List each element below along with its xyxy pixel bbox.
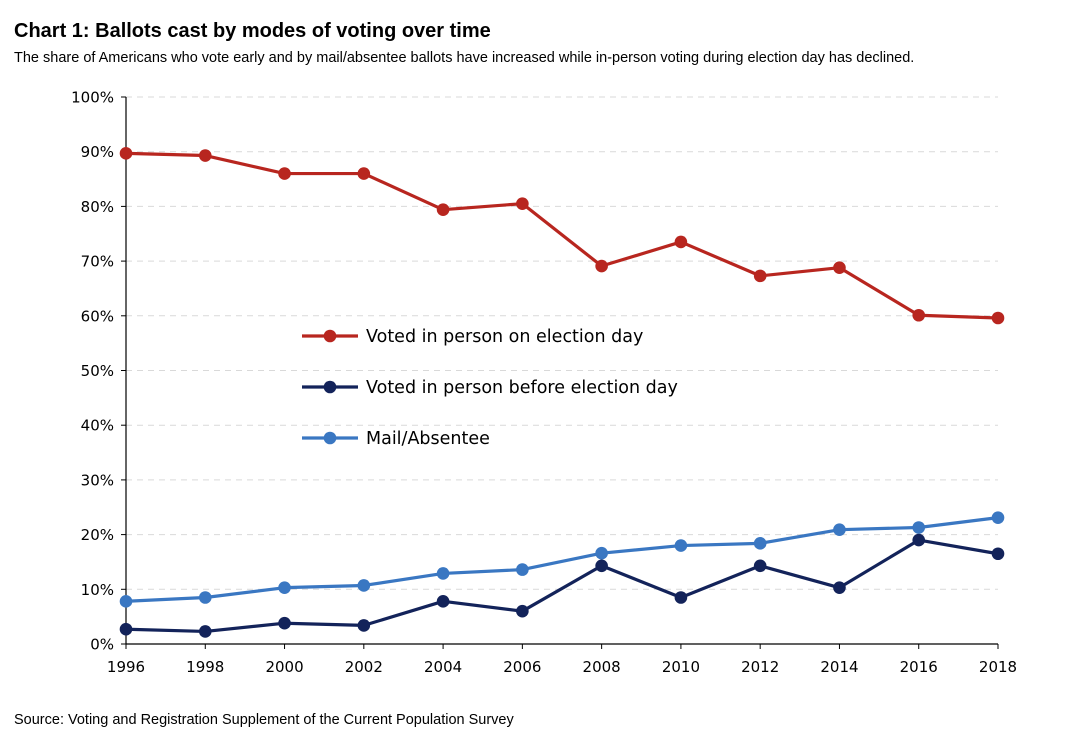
- y-tick-label: 90%: [81, 143, 114, 161]
- series-1: [119, 147, 1005, 325]
- legend-item: Voted in person on election day: [302, 327, 643, 347]
- data-point: [516, 604, 529, 618]
- x-tick-label: 2006: [503, 658, 541, 676]
- data-point: [991, 511, 1005, 524]
- y-tick-label: 100%: [71, 89, 114, 107]
- y-tick-label: 20%: [81, 526, 114, 544]
- data-point: [833, 523, 846, 536]
- series-group: [119, 147, 1005, 638]
- series-3: [119, 511, 1005, 608]
- data-point: [833, 261, 846, 274]
- data-point: [516, 563, 529, 576]
- series-line: [124, 538, 1000, 634]
- data-point: [278, 581, 291, 594]
- data-point: [912, 308, 926, 322]
- data-point: [753, 559, 767, 573]
- series-line: [124, 516, 1000, 603]
- data-point: [198, 149, 212, 162]
- data-point: [436, 203, 450, 216]
- legend-marker: [323, 329, 337, 343]
- data-point: [357, 619, 371, 632]
- axes: 0% 10% 20% 30% 40% 50% 60% 70% 80% 90% 100% 1996 199…: [71, 89, 1017, 677]
- data-point: [357, 167, 371, 180]
- data-point: [357, 579, 371, 592]
- data-point: [912, 521, 926, 534]
- data-point: [991, 311, 1005, 325]
- legend-label: Mail/Absentee: [366, 429, 490, 449]
- legend-item: Voted in person before election day: [302, 378, 678, 398]
- data-point: [198, 625, 212, 638]
- y-tick-label: 40%: [81, 417, 114, 435]
- data-point: [595, 559, 608, 573]
- x-tick-label: 2018: [979, 658, 1017, 676]
- y-tick-label: 60%: [81, 307, 114, 325]
- x-tick-label: 2016: [900, 658, 938, 676]
- data-point: [674, 591, 688, 604]
- data-point: [278, 167, 291, 180]
- legend-item: Mail/Absentee: [302, 429, 490, 449]
- data-point: [753, 269, 767, 283]
- data-point: [595, 259, 608, 273]
- data-point: [198, 591, 212, 604]
- legend: Voted in person on election day Voted in …: [302, 327, 678, 449]
- y-tick-label: 50%: [81, 362, 114, 380]
- data-point: [436, 567, 450, 580]
- series-line: [124, 151, 1000, 320]
- data-point: [674, 235, 688, 249]
- legend-label: Voted in person before election day: [366, 378, 678, 398]
- data-point: [833, 581, 846, 594]
- y-tick-label: 70%: [81, 253, 114, 271]
- data-point: [436, 595, 450, 608]
- chart-subtitle: The share of Americans who vote early an…: [14, 50, 915, 66]
- gridlines: [126, 96, 998, 590]
- legend-marker: [323, 431, 337, 445]
- chart-title: Chart 1: Ballots cast by modes of voting…: [14, 20, 491, 42]
- x-tick-label: 2000: [265, 658, 303, 676]
- data-point: [119, 147, 133, 160]
- y-tick-label: 30%: [81, 471, 114, 489]
- legend-label: Voted in person on election day: [366, 327, 643, 347]
- data-point: [516, 197, 529, 210]
- data-point: [753, 537, 767, 550]
- x-tick-label: 2004: [424, 658, 462, 676]
- x-tick-label: 1996: [107, 658, 145, 676]
- x-tick-label: 2002: [345, 658, 383, 676]
- data-point: [595, 546, 608, 560]
- legend-marker: [323, 380, 337, 394]
- y-tick-label: 10%: [81, 581, 114, 599]
- data-point: [278, 616, 291, 630]
- source-note: Source: Voting and Registration Suppleme…: [14, 712, 514, 728]
- data-point: [119, 622, 133, 636]
- x-tick-label: 2010: [662, 658, 700, 676]
- data-point: [119, 595, 133, 608]
- data-point: [674, 539, 688, 552]
- x-tick-label: 2014: [820, 658, 858, 676]
- data-point: [991, 547, 1005, 561]
- data-point: [912, 533, 926, 547]
- x-tick-label: 2012: [741, 658, 779, 676]
- x-tick-label: 2008: [583, 658, 621, 676]
- y-tick-label: 80%: [81, 198, 114, 216]
- y-tick-label: 0%: [90, 636, 114, 654]
- x-tick-label: 1998: [186, 658, 224, 676]
- series-2: [119, 533, 1005, 638]
